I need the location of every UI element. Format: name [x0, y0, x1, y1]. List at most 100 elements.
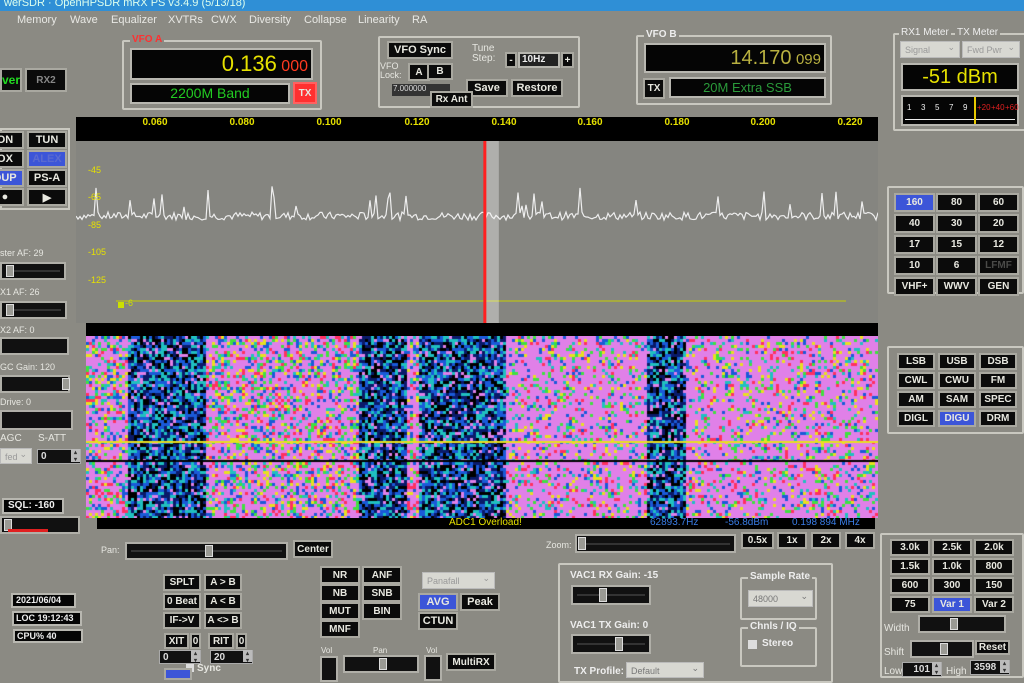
filter-button-1-0k[interactable]: 1.0k — [932, 558, 972, 575]
mode-button-sam[interactable]: SAM — [938, 391, 976, 408]
filter-button-2-0k[interactable]: 2.0k — [974, 539, 1014, 556]
left-button-on[interactable]: ON — [0, 131, 24, 149]
mode-button-dsb[interactable]: DSB — [979, 353, 1017, 370]
save-button[interactable]: Save — [466, 79, 508, 97]
vfo-lock-b-button[interactable]: B — [427, 63, 453, 80]
dsp-button-anf[interactable]: ANF — [362, 566, 402, 584]
dsp-button-nb[interactable]: NB — [320, 584, 360, 602]
menu-xvtrs[interactable]: XVTRs — [168, 14, 203, 26]
filter-width-slider[interactable] — [918, 615, 1006, 633]
stereo-checkbox[interactable] — [748, 640, 757, 649]
filter-high-spinner[interactable]: 3598 — [970, 660, 1010, 675]
zoom-slider[interactable] — [575, 534, 736, 553]
filter-shift-slider[interactable] — [910, 640, 974, 658]
filter-button-2-5k[interactable]: 2.5k — [932, 539, 972, 556]
mode-button-fm[interactable]: FM — [979, 372, 1017, 389]
xit-spinner[interactable]: 0 — [159, 650, 201, 664]
drive-slider[interactable] — [0, 410, 73, 430]
menu-linearity[interactable]: Linearity — [358, 14, 400, 26]
band-button-40[interactable]: 40 — [894, 214, 935, 233]
filter-passband[interactable] — [484, 141, 499, 323]
vac-button[interactable] — [164, 668, 192, 680]
rx2-af-slider[interactable] — [0, 337, 69, 355]
mode-button-cwl[interactable]: CWL — [897, 372, 935, 389]
dsp-button-snb[interactable]: SNB — [362, 584, 402, 602]
filter-reset-button[interactable]: Reset — [975, 640, 1010, 655]
band-button-160[interactable]: 160 — [894, 193, 935, 212]
sample-rate-dropdown[interactable]: 48000 — [748, 590, 813, 607]
vfo-b-frequency[interactable]: 14.170 099 — [644, 43, 826, 73]
menu-ra[interactable]: RA — [412, 14, 428, 26]
left-button-ps-a[interactable]: PS-A — [27, 169, 67, 187]
mode-button-am[interactable]: AM — [897, 391, 935, 408]
pan-slider[interactable] — [125, 542, 288, 560]
menu-collapse[interactable]: Collapse — [304, 14, 347, 26]
filter-button-3-0k[interactable]: 3.0k — [890, 539, 930, 556]
filter-button-600[interactable]: 600 — [890, 577, 930, 594]
vfo-op-0-beat[interactable]: 0 Beat — [163, 593, 201, 610]
band-button-30[interactable]: 30 — [936, 214, 977, 233]
dsp-button-mut[interactable]: MUT — [320, 602, 360, 620]
band-button-6[interactable]: 6 — [936, 256, 977, 275]
display-mode-dropdown[interactable]: Panafall — [422, 572, 495, 589]
mode-button-lsb[interactable]: LSB — [897, 353, 935, 370]
rx1-meter-mode-dropdown[interactable]: Signal — [900, 41, 960, 58]
menu-wave[interactable]: Wave — [70, 14, 98, 26]
vfo-sync-button[interactable]: VFO Sync — [387, 41, 453, 59]
vol2-slider[interactable] — [424, 655, 442, 681]
left-button-record[interactable]: ● — [0, 188, 24, 206]
zoom-button-2x[interactable]: 2x — [811, 532, 841, 549]
band-button-80[interactable]: 80 — [936, 193, 977, 212]
vfo-op-splt[interactable]: SPLT — [163, 574, 201, 591]
left-button-ox[interactable]: OX — [0, 150, 24, 168]
filter-button-var-2[interactable]: Var 2 — [974, 596, 1014, 613]
avg-button[interactable]: AVG — [418, 593, 458, 611]
left-button-play[interactable]: ▶ — [27, 188, 67, 206]
zoom-button-4x[interactable]: 4x — [845, 532, 875, 549]
band-button-vhf[interactable]: VHF+ — [894, 277, 935, 296]
mode-button-digl[interactable]: DIGL — [897, 410, 935, 427]
rx2-button[interactable]: RX2 — [25, 68, 67, 92]
ctun-button[interactable]: CTUN — [418, 612, 458, 630]
power-button[interactable]: ver — [0, 68, 22, 92]
master-af-slider[interactable] — [0, 262, 66, 280]
vfo-a-tx-button[interactable]: TX — [293, 82, 317, 104]
multirx-button[interactable]: MultiRX — [446, 653, 496, 671]
vac-tx-gain-slider[interactable] — [571, 634, 651, 654]
band-button-10[interactable]: 10 — [894, 256, 935, 275]
rit-button[interactable]: RIT — [208, 633, 234, 649]
tune-step-minus-button[interactable]: - — [505, 52, 517, 68]
band-button-17[interactable]: 17 — [894, 235, 935, 254]
filter-button-800[interactable]: 800 — [974, 558, 1014, 575]
vfo-op-if-v[interactable]: IF->V — [163, 612, 201, 629]
tune-step-plus-button[interactable]: + — [561, 52, 574, 68]
agc-gain-slider[interactable] — [0, 375, 70, 393]
panadapter[interactable] — [76, 117, 878, 323]
dsp-button-nr[interactable]: NR — [320, 566, 360, 584]
dsp-button-bin[interactable]: BIN — [362, 602, 402, 620]
band-button-12[interactable]: 12 — [978, 235, 1019, 254]
filter-button-150[interactable]: 150 — [974, 577, 1014, 594]
peak-button[interactable]: Peak — [460, 593, 500, 611]
tx-profile-dropdown[interactable]: Default — [626, 662, 704, 678]
mode-button-spec[interactable]: SPEC — [979, 391, 1017, 408]
vfo-a-frequency[interactable]: 0.136 000 — [130, 48, 313, 80]
vfo-b-tx-button[interactable]: TX — [643, 78, 665, 99]
band-button-15[interactable]: 15 — [936, 235, 977, 254]
vfo-op-a-b[interactable]: A > B — [204, 574, 242, 591]
mode-button-digu[interactable]: DIGU — [938, 410, 976, 427]
vol-slider[interactable] — [320, 656, 338, 682]
vfo-op-a-b[interactable]: A < B — [204, 593, 242, 610]
filter-low-spinner[interactable]: 101 — [902, 662, 942, 677]
vfo-op-a-b[interactable]: A <> B — [204, 612, 242, 629]
rit-spinner[interactable]: 20 — [210, 650, 253, 664]
center-button[interactable]: Center — [293, 540, 333, 558]
squelch-slider[interactable] — [0, 516, 80, 534]
band-button-gen[interactable]: GEN — [978, 277, 1019, 296]
left-button-dup[interactable]: DUP — [0, 169, 24, 187]
band-button-lfmf[interactable]: LFMF — [978, 256, 1019, 275]
agc-mode-dropdown[interactable]: fed — [0, 448, 32, 464]
vac-rx-gain-slider[interactable] — [571, 585, 651, 605]
waterfall[interactable] — [86, 336, 878, 518]
mode-button-usb[interactable]: USB — [938, 353, 976, 370]
